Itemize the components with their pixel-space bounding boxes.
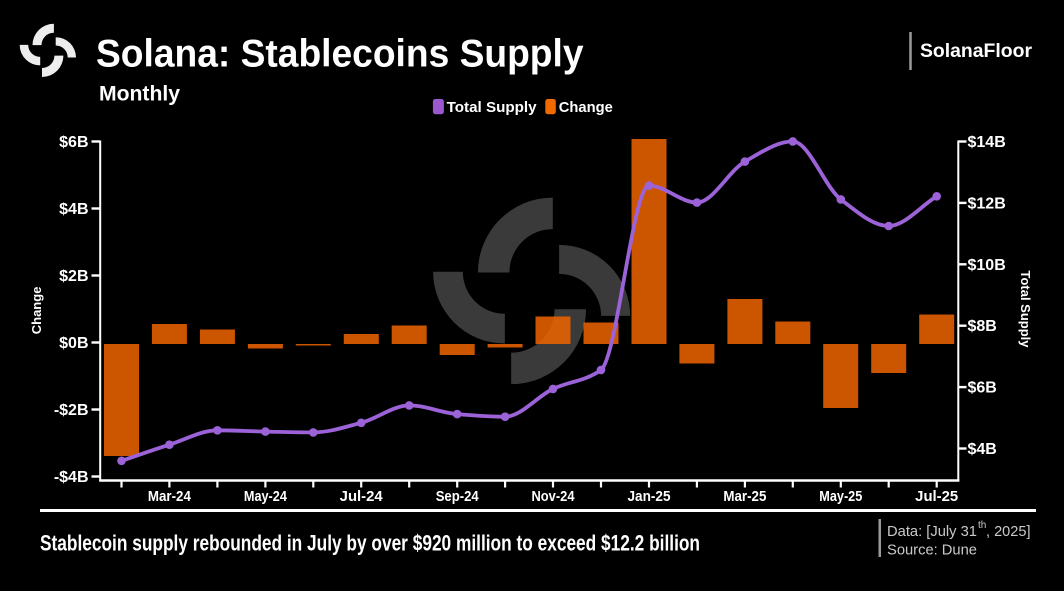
svg-text:$2B: $2B	[59, 268, 88, 285]
svg-text:Stablecoin supply rebounded in: Stablecoin supply rebounded in July by o…	[40, 531, 700, 556]
svg-text:Jan-25: Jan-25	[628, 489, 671, 505]
svg-text:-$4B: -$4B	[54, 469, 89, 486]
svg-text:th: th	[978, 520, 986, 531]
svg-text:Jul-24: Jul-24	[340, 489, 383, 505]
svg-text:Total Supply: Total Supply	[1018, 270, 1033, 348]
svg-text:Change: Change	[29, 287, 44, 335]
svg-text:SolanaFloor: SolanaFloor	[920, 41, 1033, 62]
svg-text:$0B: $0B	[59, 335, 88, 352]
svg-text:May-25: May-25	[819, 489, 862, 505]
svg-text:$6B: $6B	[968, 380, 997, 397]
svg-text:$8B: $8B	[968, 318, 997, 335]
svg-text:Nov-24: Nov-24	[532, 489, 575, 505]
svg-text:Monthly: Monthly	[99, 83, 180, 106]
svg-text:Sep-24: Sep-24	[436, 489, 479, 505]
svg-text:$10B: $10B	[968, 257, 1006, 274]
svg-text:Jul-25: Jul-25	[915, 489, 958, 505]
svg-text:Mar-24: Mar-24	[148, 489, 191, 505]
svg-text:, 2025]: , 2025]	[986, 523, 1031, 540]
svg-text:Data: [July 31: Data: [July 31	[887, 523, 977, 540]
svg-text:Change: Change	[559, 99, 613, 116]
svg-text:-$2B: -$2B	[54, 402, 89, 419]
svg-text:$6B: $6B	[59, 134, 88, 151]
svg-text:$4B: $4B	[59, 201, 88, 218]
svg-text:Total Supply: Total Supply	[447, 99, 538, 116]
svg-text:Source: Dune: Source: Dune	[887, 542, 977, 559]
svg-text:$14B: $14B	[968, 134, 1006, 151]
svg-text:May-24: May-24	[244, 489, 287, 505]
svg-text:$12B: $12B	[968, 195, 1006, 212]
svg-text:Mar-25: Mar-25	[723, 489, 766, 505]
svg-text:$4B: $4B	[968, 441, 997, 458]
svg-text:Solana: Stablecoins Supply: Solana: Stablecoins Supply	[96, 32, 584, 75]
